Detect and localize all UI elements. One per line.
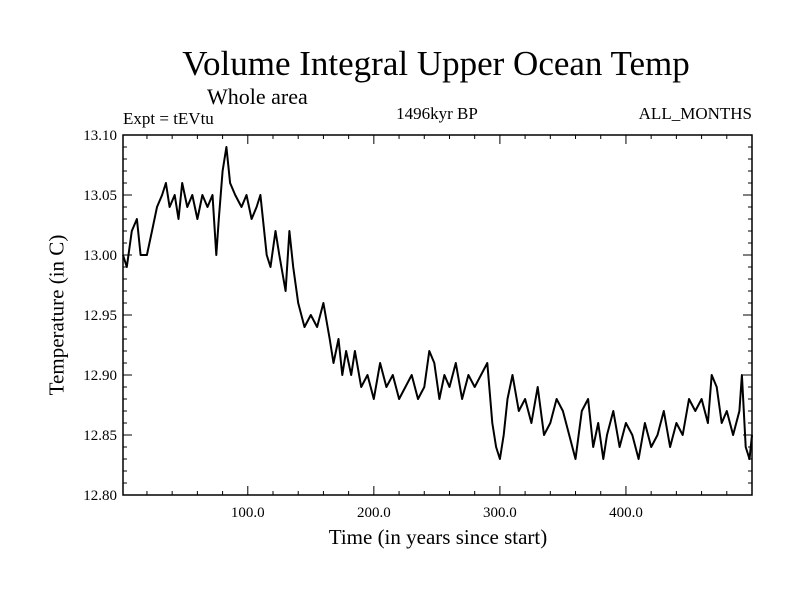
y-tick-label: 12.85 — [83, 428, 117, 444]
series-line — [122, 146, 753, 460]
y-tick-label: 13.10 — [83, 128, 117, 144]
x-tick-label: 100.0 — [231, 505, 265, 521]
plot-frame — [122, 134, 753, 496]
y-tick-label: 12.80 — [83, 488, 117, 504]
y-tick-label: 12.90 — [83, 368, 117, 384]
chart-title: Volume Integral Upper Ocean Temp — [182, 44, 690, 83]
x-tick-label: 400.0 — [609, 505, 643, 521]
experiment-label: Expt = tEVtu — [123, 109, 214, 128]
axis-ticks — [123, 134, 752, 496]
y-tick-label: 13.00 — [83, 248, 117, 264]
y-tick-label: 12.95 — [83, 308, 117, 324]
months-label: ALL_MONTHS — [638, 104, 752, 123]
period-label: 1496kyr BP — [396, 104, 478, 123]
x-tick-label: 200.0 — [357, 505, 391, 521]
x-axis-label: Time (in years since start) — [328, 525, 548, 549]
y-tick-label: 13.05 — [83, 188, 117, 204]
chart-subtitle: Whole area — [207, 84, 308, 109]
tick-labels: 100.0 200.0 300.0 400.0 12.80 12.85 12.90 12.95… — [83, 128, 643, 521]
x-tick-label: 300.0 — [483, 505, 517, 521]
